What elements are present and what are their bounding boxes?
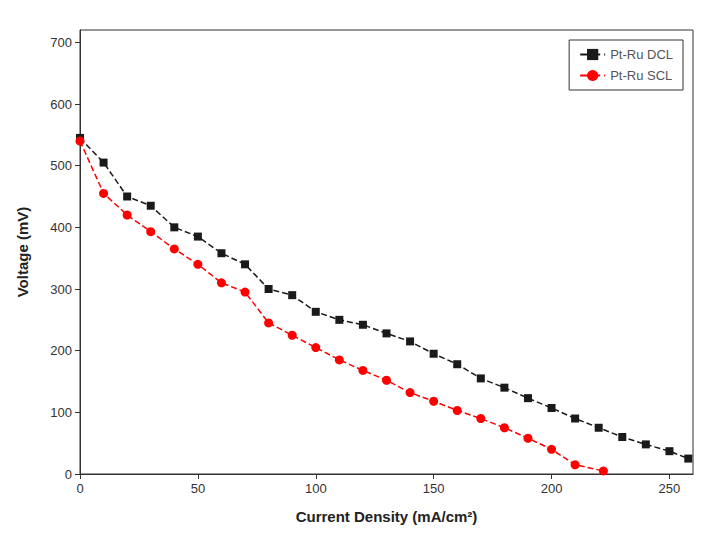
svg-text:Current Density (mA/cm²): Current Density (mA/cm²)	[296, 508, 478, 525]
svg-text:Voltage (mV): Voltage (mV)	[14, 207, 31, 298]
svg-text:50: 50	[191, 481, 205, 496]
svg-text:400: 400	[50, 220, 72, 235]
svg-text:150: 150	[423, 481, 445, 496]
svg-text:0: 0	[76, 481, 83, 496]
svg-text:Pt-Ru DCL: Pt-Ru DCL	[610, 47, 673, 62]
svg-text:250: 250	[659, 481, 681, 496]
svg-text:600: 600	[50, 97, 72, 112]
svg-text:200: 200	[50, 343, 72, 358]
svg-text:700: 700	[50, 35, 72, 50]
svg-text:Pt-Ru SCL: Pt-Ru SCL	[610, 68, 672, 83]
svg-text:0: 0	[65, 467, 72, 482]
svg-text:100: 100	[305, 481, 327, 496]
svg-text:300: 300	[50, 282, 72, 297]
svg-text:200: 200	[541, 481, 563, 496]
svg-text:100: 100	[50, 405, 72, 420]
svg-text:500: 500	[50, 158, 72, 173]
